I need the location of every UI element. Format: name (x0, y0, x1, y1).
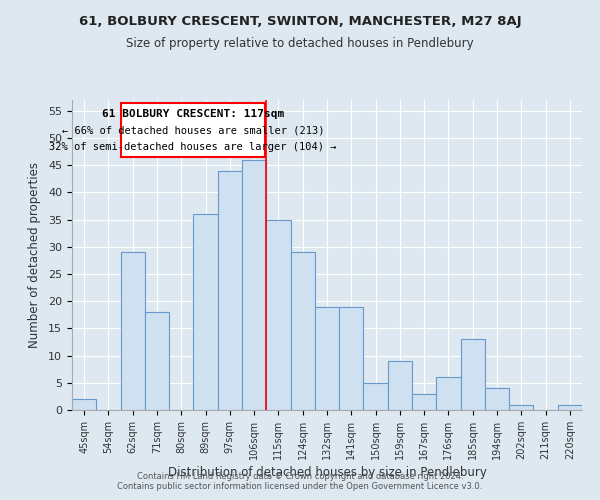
Text: Contains HM Land Registry data © Crown copyright and database right 2024.: Contains HM Land Registry data © Crown c… (137, 472, 463, 481)
Text: 61, BOLBURY CRESCENT, SWINTON, MANCHESTER, M27 8AJ: 61, BOLBURY CRESCENT, SWINTON, MANCHESTE… (79, 15, 521, 28)
Y-axis label: Number of detached properties: Number of detached properties (28, 162, 41, 348)
Text: Size of property relative to detached houses in Pendlebury: Size of property relative to detached ho… (126, 38, 474, 51)
Bar (339, 306, 364, 410)
FancyBboxPatch shape (121, 102, 265, 157)
X-axis label: Distribution of detached houses by size in Pendlebury: Distribution of detached houses by size … (167, 466, 487, 479)
Text: 32% of semi-detached houses are larger (104) →: 32% of semi-detached houses are larger (… (49, 142, 337, 152)
Bar (364, 383, 388, 410)
Bar (145, 312, 169, 410)
Bar (388, 361, 412, 410)
Bar (266, 220, 290, 410)
Bar (121, 252, 145, 410)
Text: ← 66% of detached houses are smaller (213): ← 66% of detached houses are smaller (21… (62, 126, 324, 136)
Bar (315, 306, 339, 410)
Bar (461, 340, 485, 410)
Text: Contains public sector information licensed under the Open Government Licence v3: Contains public sector information licen… (118, 482, 482, 491)
Bar (558, 404, 582, 410)
Bar (290, 252, 315, 410)
Bar (436, 378, 461, 410)
Bar (72, 399, 96, 410)
Bar (242, 160, 266, 410)
Bar (412, 394, 436, 410)
Bar (218, 170, 242, 410)
Bar (509, 404, 533, 410)
Bar (193, 214, 218, 410)
Bar (485, 388, 509, 410)
Text: 61 BOLBURY CRESCENT: 117sqm: 61 BOLBURY CRESCENT: 117sqm (101, 109, 284, 119)
